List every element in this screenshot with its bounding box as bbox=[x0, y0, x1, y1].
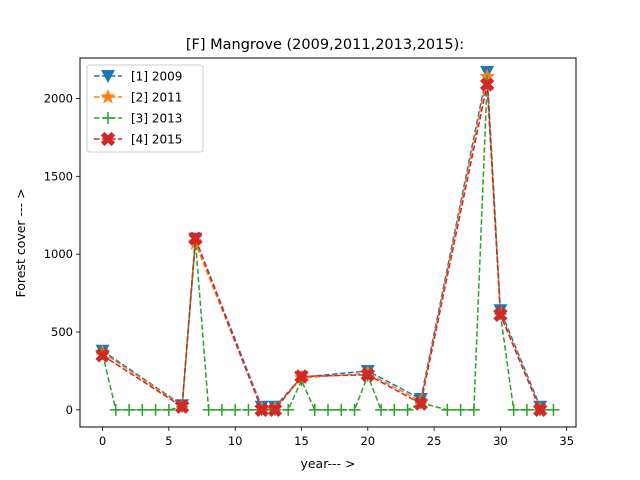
y-axis: 0 500 1000 1500 2000 bbox=[44, 91, 80, 417]
data-point bbox=[95, 348, 110, 363]
data-point bbox=[413, 396, 428, 411]
series-line bbox=[101, 81, 554, 411]
data-point bbox=[174, 399, 190, 414]
x-tick-label: 20 bbox=[360, 434, 375, 448]
data-point bbox=[388, 403, 401, 416]
data-point bbox=[533, 402, 548, 418]
legend-label: [2] 2011 bbox=[131, 91, 182, 105]
legend-label: [3] 2013 bbox=[131, 112, 182, 126]
x-axis: 0 5 10 15 20 25 30 35 bbox=[99, 427, 574, 448]
data-point bbox=[215, 403, 228, 416]
data-point bbox=[242, 403, 255, 416]
x-tick-label: 30 bbox=[493, 434, 508, 448]
data-point bbox=[348, 403, 361, 416]
data-point bbox=[322, 403, 334, 416]
legend-item: [4] 2015 bbox=[94, 131, 182, 147]
x-tick-label: 5 bbox=[165, 434, 172, 448]
legend-marker bbox=[100, 131, 116, 147]
data-point bbox=[308, 403, 321, 416]
legend-box bbox=[86, 64, 204, 153]
data-point bbox=[188, 231, 203, 246]
y-tick-label: 1500 bbox=[44, 169, 73, 183]
x-tick-label: 0 bbox=[99, 434, 106, 448]
series-line bbox=[102, 84, 541, 411]
data-point bbox=[335, 403, 348, 416]
y-axis-label: Forest cover --- > bbox=[13, 188, 28, 297]
y-tick-label: 500 bbox=[51, 325, 73, 339]
chart-title: [F] Mangrove (2009,2011,2013,2015): bbox=[186, 37, 464, 53]
data-point bbox=[547, 403, 560, 416]
data-point bbox=[360, 367, 375, 382]
legend: [1] 2009 [2] 2011 [3] 2013 [4] 2015 bbox=[86, 64, 204, 153]
data-point bbox=[202, 403, 215, 416]
data-point bbox=[441, 403, 454, 416]
series-3 bbox=[96, 75, 560, 416]
x-tick-label: 35 bbox=[559, 434, 574, 448]
legend-item: [2] 2011 bbox=[94, 89, 182, 105]
data-point bbox=[254, 402, 269, 418]
data-point bbox=[493, 307, 508, 323]
axes-frame bbox=[79, 57, 577, 428]
legend-marker bbox=[100, 89, 116, 104]
data-point bbox=[282, 403, 295, 416]
data-point bbox=[229, 403, 242, 416]
y-tick-label: 2000 bbox=[44, 91, 73, 105]
data-point bbox=[123, 403, 136, 416]
data-point bbox=[467, 403, 480, 416]
legend-item: [1] 2009 bbox=[94, 70, 182, 84]
data-point bbox=[267, 402, 283, 418]
data-point bbox=[401, 403, 414, 416]
legend-item: [3] 2013 bbox=[94, 112, 182, 126]
data-point bbox=[136, 403, 149, 416]
data-point bbox=[149, 403, 162, 416]
y-tick-label: 1000 bbox=[44, 247, 73, 261]
data-point bbox=[520, 403, 533, 416]
data-point bbox=[109, 403, 122, 416]
plot-area bbox=[94, 66, 560, 418]
legend-label: [4] 2015 bbox=[131, 133, 182, 147]
series-4 bbox=[95, 77, 548, 418]
data-point bbox=[294, 369, 309, 384]
data-point bbox=[454, 403, 467, 416]
data-point bbox=[375, 403, 388, 416]
x-axis-label: year--- > bbox=[300, 456, 355, 471]
legend-marker bbox=[101, 70, 115, 83]
x-tick-label: 10 bbox=[228, 434, 243, 448]
y-tick-label: 0 bbox=[66, 403, 73, 417]
data-point bbox=[507, 403, 520, 416]
legend-label: [1] 2009 bbox=[131, 70, 182, 84]
legend-marker bbox=[102, 112, 114, 124]
data-point bbox=[480, 77, 495, 92]
x-tick-label: 25 bbox=[427, 434, 442, 448]
x-tick-label: 15 bbox=[294, 434, 309, 448]
data-point bbox=[162, 403, 175, 416]
